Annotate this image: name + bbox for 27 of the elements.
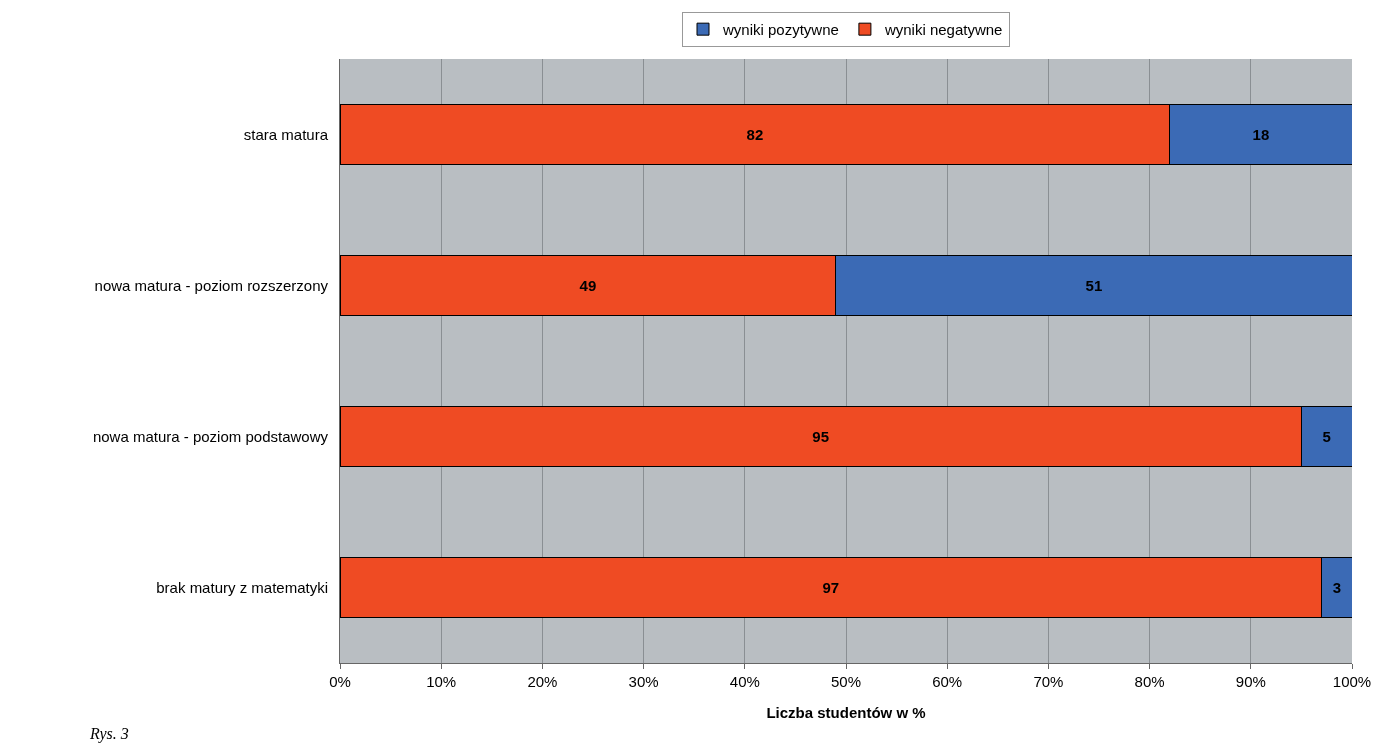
y-tick-label: nowa matura - poziom podstawowy: [92, 427, 329, 445]
data-label: 49: [579, 277, 597, 294]
data-label: 97: [822, 579, 840, 596]
x-axis-title: Liczba studentów w %: [766, 704, 926, 721]
data-label: 95: [812, 428, 830, 445]
x-tick-label: 100%: [1332, 673, 1372, 690]
y-tick-label: brak matury z matematyki: [156, 578, 328, 596]
text: Rys. 3: [89, 725, 129, 743]
data-label: 82: [746, 126, 764, 143]
x-tick-label: 40%: [729, 673, 760, 690]
legend-label: wyniki pozytywne: [722, 21, 839, 39]
y-tick-label: stara matura: [243, 125, 329, 143]
x-tick-label: 50%: [830, 673, 862, 690]
data-label: 18: [1252, 126, 1270, 143]
x-tick-label: 90%: [1235, 673, 1266, 690]
data-label: 51: [1085, 277, 1103, 294]
x-tick-label: 60%: [932, 673, 963, 690]
data-label: 3: [1332, 579, 1341, 596]
y-tick-label: nowa matura - poziom rozszerzony: [94, 276, 329, 294]
legend-label: wyniki negatywne: [883, 21, 1003, 39]
x-tick-label: 70%: [1033, 673, 1064, 690]
x-tick-label: 20%: [527, 673, 558, 690]
x-tick-label: 30%: [628, 673, 659, 690]
x-tick-label: 80%: [1134, 673, 1165, 690]
x-tick-label: 10%: [426, 673, 457, 690]
data-label: 5: [1322, 428, 1331, 445]
x-tick-label: 0%: [329, 673, 351, 690]
